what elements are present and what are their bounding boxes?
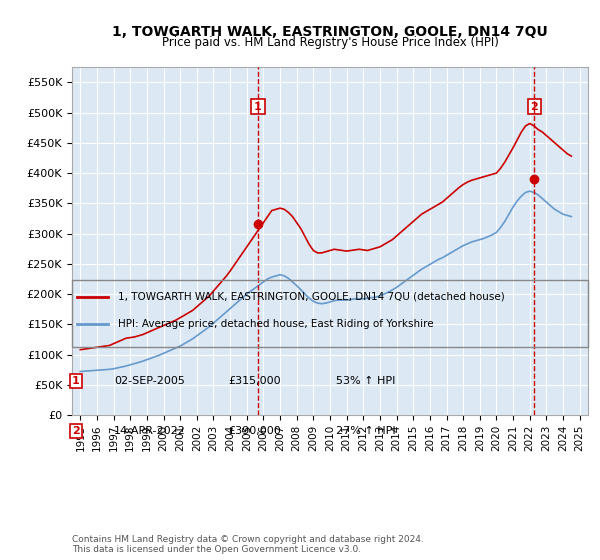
Text: £390,000: £390,000 <box>228 426 281 436</box>
Text: Contains HM Land Registry data © Crown copyright and database right 2024.
This d: Contains HM Land Registry data © Crown c… <box>72 535 424 554</box>
Text: 1, TOWGARTH WALK, EASTRINGTON, GOOLE, DN14 7QU: 1, TOWGARTH WALK, EASTRINGTON, GOOLE, DN… <box>112 25 548 39</box>
Text: 27% ↑ HPI: 27% ↑ HPI <box>336 426 395 436</box>
Text: 02-SEP-2005: 02-SEP-2005 <box>114 376 185 386</box>
Text: 1: 1 <box>72 376 80 386</box>
Text: 53% ↑ HPI: 53% ↑ HPI <box>336 376 395 386</box>
Text: 14-APR-2022: 14-APR-2022 <box>114 426 186 436</box>
Text: 2: 2 <box>530 101 538 111</box>
Text: £315,000: £315,000 <box>228 376 281 386</box>
Text: HPI: Average price, detached house, East Riding of Yorkshire: HPI: Average price, detached house, East… <box>118 319 434 329</box>
Text: Price paid vs. HM Land Registry's House Price Index (HPI): Price paid vs. HM Land Registry's House … <box>161 36 499 49</box>
Text: 1, TOWGARTH WALK, EASTRINGTON, GOOLE, DN14 7QU (detached house): 1, TOWGARTH WALK, EASTRINGTON, GOOLE, DN… <box>118 292 505 302</box>
Text: 1: 1 <box>254 101 262 111</box>
Text: 2: 2 <box>72 426 80 436</box>
